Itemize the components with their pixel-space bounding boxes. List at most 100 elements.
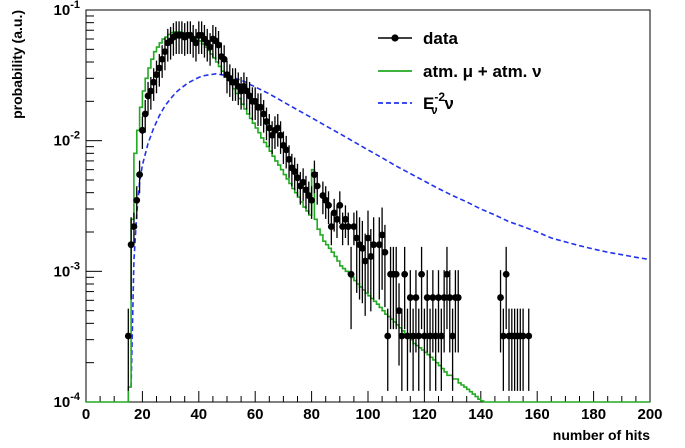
legend-label-e2: E-2 ν ν xyxy=(423,90,454,117)
x-tick-label: 180 xyxy=(581,406,606,423)
data-point xyxy=(449,332,456,340)
x-tick-label: 120 xyxy=(412,406,437,423)
data-point xyxy=(409,332,417,340)
data-point xyxy=(308,196,315,204)
data-point xyxy=(291,168,299,175)
data-point xyxy=(158,55,166,63)
data-point xyxy=(412,294,420,301)
y-tick-label: 10-4 xyxy=(54,391,81,411)
data-point xyxy=(519,332,527,340)
data-point xyxy=(401,270,409,278)
data-point xyxy=(432,332,440,340)
data-point xyxy=(161,48,169,56)
data-point xyxy=(243,87,251,95)
x-tick-label: 0 xyxy=(82,406,90,423)
data-point xyxy=(353,234,361,242)
data-point xyxy=(124,332,132,340)
x-tick-label: 40 xyxy=(190,406,207,423)
data-point xyxy=(358,244,366,252)
data-point xyxy=(344,223,352,230)
data-point xyxy=(322,196,330,204)
plot-area xyxy=(86,21,651,403)
data-point xyxy=(192,39,200,47)
data-point xyxy=(130,223,138,230)
data-point xyxy=(246,92,253,100)
data-point xyxy=(325,201,332,209)
data-point xyxy=(313,182,321,190)
data-point xyxy=(454,294,462,301)
legend-label-data: data xyxy=(423,29,459,48)
data-point xyxy=(502,270,510,278)
data-point xyxy=(381,248,389,256)
data-point xyxy=(265,124,273,132)
data-point xyxy=(347,270,355,278)
data-point xyxy=(378,231,386,239)
data-point xyxy=(375,241,383,249)
data-point xyxy=(497,294,504,301)
data-point xyxy=(260,110,268,118)
data-point xyxy=(350,223,358,230)
plot-frame xyxy=(85,9,651,403)
data-point xyxy=(418,270,425,278)
data-point xyxy=(311,171,318,178)
data-point xyxy=(150,78,158,86)
data-point xyxy=(327,223,335,230)
data-point xyxy=(215,41,222,49)
data-point xyxy=(342,215,349,223)
e2-neutrino-curve xyxy=(130,72,651,388)
data-point xyxy=(367,253,375,260)
data-point xyxy=(339,223,347,230)
data-point xyxy=(263,118,270,125)
data-point xyxy=(437,332,445,340)
y-tick-label: 10-3 xyxy=(54,260,80,280)
data-point xyxy=(426,332,434,340)
data-point xyxy=(274,124,282,132)
data-point xyxy=(299,178,307,186)
y-axis: 10-4 10-3 10-2 10-1 xyxy=(54,0,102,411)
data-point xyxy=(277,131,284,139)
data-point xyxy=(333,215,341,223)
data-point xyxy=(336,201,344,209)
x-tick-label: 200 xyxy=(637,406,662,423)
data-point xyxy=(133,196,141,204)
legend: data atm. μ + atm. ν E-2 ν ν xyxy=(378,29,542,117)
data-point xyxy=(395,307,403,315)
data-point xyxy=(446,294,454,301)
data-point xyxy=(392,270,400,278)
data-point xyxy=(251,97,259,105)
data-point xyxy=(257,103,265,111)
y-tick-label: 10-2 xyxy=(54,130,80,150)
data-point xyxy=(364,234,372,242)
data-point xyxy=(384,332,392,340)
data-point xyxy=(302,186,310,194)
data-point xyxy=(398,332,406,340)
x-tick-label: 20 xyxy=(134,406,151,423)
data-point xyxy=(141,110,149,118)
x-tick-label: 80 xyxy=(303,406,320,423)
data-point xyxy=(370,241,378,249)
legend-data-marker xyxy=(391,34,399,42)
data-point xyxy=(406,294,414,301)
x-tick-label: 60 xyxy=(247,406,264,423)
data-point xyxy=(443,270,451,278)
data-point xyxy=(285,155,293,163)
data-point xyxy=(429,294,437,301)
data-point xyxy=(404,332,411,340)
y-tick-label: 10-1 xyxy=(54,0,80,19)
data-point xyxy=(415,332,423,340)
data-point xyxy=(421,332,428,340)
data-point xyxy=(361,257,369,265)
x-axis: 0 20 40 60 80 100 120 140 160 180 200 xyxy=(82,391,663,423)
data-point xyxy=(220,55,228,63)
y-axis-title: probability (a.u.) xyxy=(9,10,25,119)
data-point xyxy=(127,241,135,249)
data-point xyxy=(268,131,276,139)
data-point xyxy=(144,92,152,100)
data-point xyxy=(153,71,160,79)
data-point xyxy=(294,174,301,182)
data-point xyxy=(525,332,533,340)
data-point xyxy=(435,294,442,301)
x-tick-label: 100 xyxy=(355,406,380,423)
data-point xyxy=(155,64,163,72)
